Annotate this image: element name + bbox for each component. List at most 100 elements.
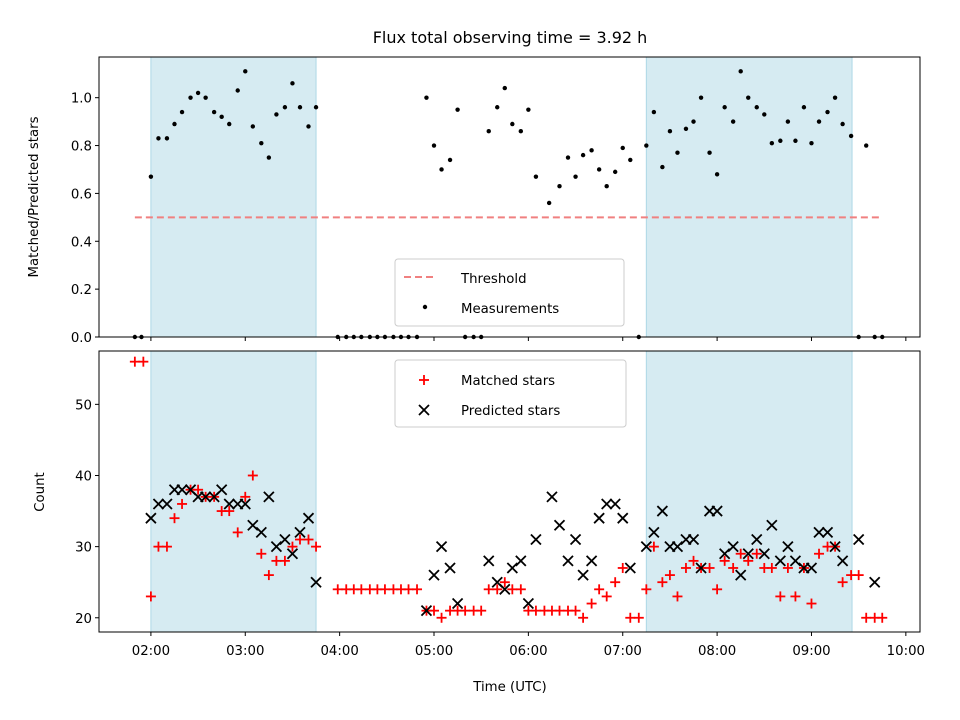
- matched-star-point: [853, 570, 864, 581]
- predicted-star-point: [805, 562, 818, 574]
- measurement-point: [738, 69, 743, 74]
- measurement-point: [447, 157, 453, 163]
- predicted-star-point: [506, 562, 518, 574]
- measurement-point: [533, 174, 539, 179]
- matched-star-point: [633, 612, 644, 623]
- matched-star-point: [429, 605, 440, 616]
- predicted-star-point: [216, 484, 228, 496]
- predicted-star-point: [152, 498, 165, 510]
- matched-star-point: [193, 484, 204, 495]
- marker-stroke: [199, 491, 212, 503]
- predicted-star-point: [444, 562, 456, 574]
- marker-stroke: [255, 526, 267, 539]
- chart-title: Flux total observing time = 3.92 h: [373, 28, 648, 47]
- marker-stroke: [695, 562, 707, 574]
- matched-star-point: [247, 470, 258, 481]
- marker-stroke: [869, 576, 881, 588]
- matched-star-point: [332, 584, 343, 595]
- observing-window: [645, 350, 853, 633]
- matched-star-point: [704, 562, 715, 573]
- x-tick-label: 09:00: [792, 644, 830, 659]
- predicted-star-point: [176, 484, 188, 496]
- measurement-point: [793, 138, 798, 143]
- predicted-star-point: [624, 562, 636, 574]
- predicted-star-point: [727, 540, 739, 553]
- marker-stroke: [687, 533, 700, 546]
- measurement-point: [148, 174, 154, 179]
- matched-star-point: [379, 584, 390, 595]
- measurement-point: [714, 172, 720, 177]
- predicted-star-point: [546, 491, 558, 503]
- measurement-point: [589, 148, 594, 153]
- marker-stroke: [671, 540, 684, 553]
- legend-threshold-label: Threshold: [460, 272, 527, 287]
- matched-star-point: [712, 584, 723, 595]
- matched-star-point: [476, 605, 487, 616]
- marker-stroke: [176, 484, 188, 496]
- marker-stroke: [821, 526, 834, 539]
- bottom-panel: 20 30 40 50 02:00 03:00 04:00 05:00 06:00 07:00 08…: [75, 350, 925, 659]
- predicted-star-point: [836, 555, 849, 567]
- marker-stroke: [836, 555, 849, 567]
- measurement-point: [518, 128, 524, 134]
- measurement-point: [596, 167, 602, 172]
- marker-stroke: [640, 540, 652, 553]
- measurement-point: [762, 112, 767, 117]
- marker-stroke: [435, 540, 448, 553]
- marker-stroke: [569, 533, 582, 546]
- measurement-point: [580, 152, 586, 158]
- marker-stroke: [302, 512, 315, 524]
- matched-star-point: [751, 548, 762, 559]
- measurement-point: [707, 150, 712, 155]
- measurement-point: [832, 95, 838, 100]
- matched-star-point: [153, 541, 164, 552]
- matched-star-point: [530, 605, 541, 616]
- predicted-star-point: [223, 498, 235, 510]
- predicted-star-point: [428, 569, 440, 581]
- matched-star-point: [507, 584, 518, 595]
- marker-stroke: [239, 498, 251, 510]
- observing-window: [150, 56, 317, 338]
- predicted-star-point: [758, 548, 770, 560]
- measurement-point: [573, 174, 578, 179]
- measurement-point: [282, 105, 288, 110]
- predicted-star-point: [782, 540, 794, 553]
- measurement-point: [840, 121, 845, 127]
- marker-stroke: [310, 576, 322, 588]
- marker-stroke: [751, 533, 763, 546]
- measurement-point: [266, 155, 272, 160]
- marker-stroke: [774, 555, 786, 567]
- predicted-star-point: [593, 512, 605, 524]
- predicted-star-point: [766, 519, 778, 531]
- predicted-star-point: [263, 491, 275, 503]
- marker-stroke: [294, 526, 306, 539]
- measurement-point: [816, 119, 822, 124]
- matched-star-point: [806, 598, 817, 609]
- predicted-star-point: [695, 562, 707, 574]
- predicted-star-point: [145, 512, 157, 524]
- legend: Matched stars Predicted stars: [394, 359, 627, 428]
- marker-stroke: [483, 555, 495, 567]
- matched-star-point: [814, 548, 825, 559]
- matched-star-point: [499, 577, 510, 588]
- y-tick-label: 30: [75, 541, 92, 556]
- predicted-star-point: [451, 597, 464, 610]
- predicted-star-point: [617, 512, 629, 524]
- matched-star-point: [657, 577, 668, 588]
- measurement-point: [455, 107, 460, 112]
- predicted-star-point: [853, 533, 865, 546]
- predicted-star-point: [239, 498, 251, 510]
- marker-stroke: [491, 576, 503, 588]
- observing-window: [645, 56, 853, 338]
- matched-star-point: [271, 555, 282, 566]
- measurement-point: [660, 164, 665, 170]
- predicted-star-point: [499, 583, 511, 595]
- measurement-point: [179, 109, 185, 115]
- matched-star-point: [177, 498, 188, 509]
- matched-star-point: [554, 605, 565, 616]
- predicted-star-point: [294, 526, 306, 539]
- marker-stroke: [420, 605, 433, 617]
- predicted-star-point: [648, 526, 660, 539]
- predicted-star-point: [869, 576, 881, 588]
- marker-stroke: [593, 512, 605, 524]
